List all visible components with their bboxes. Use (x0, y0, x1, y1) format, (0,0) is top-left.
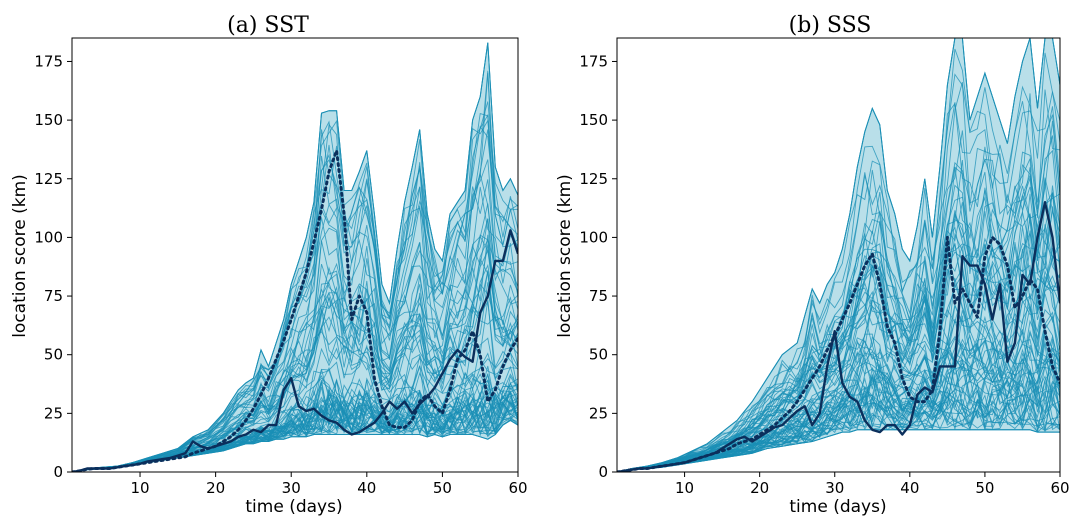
x-tick-label: 30 (282, 479, 301, 497)
envelope-upper-line (617, 38, 1060, 472)
y-tick-label: 150 (579, 111, 608, 129)
envelope-lower-line (617, 429, 1060, 472)
y-tick-label: 100 (34, 228, 63, 246)
x-tick-label: 10 (675, 479, 694, 497)
ensemble-member-line (617, 52, 1060, 472)
envelope-upper-line (72, 42, 518, 472)
ensemble-member-line (617, 278, 1060, 472)
y-tick-label: 75 (589, 287, 608, 305)
y-axis-label: location score (km) (10, 174, 30, 338)
highlight-dotted-line (72, 149, 518, 472)
x-axis-label: time (days) (245, 497, 342, 517)
y-tick-label: 125 (579, 170, 608, 188)
highlight-dotted-line (617, 235, 1060, 472)
ensemble-member-line (72, 235, 518, 472)
y-tick-label: 25 (589, 404, 608, 422)
x-tick-label: 60 (508, 479, 527, 497)
ensemble-member-line (72, 129, 518, 472)
ensemble-member-line (617, 303, 1060, 472)
x-axis-label: time (days) (789, 497, 886, 517)
panel-title: (a) SST (227, 13, 309, 38)
y-tick-label: 125 (34, 170, 63, 188)
x-tick-label: 60 (1050, 479, 1069, 497)
y-axis-label: location score (km) (555, 174, 575, 338)
ensemble-member-line (617, 166, 1060, 472)
x-tick-label: 40 (900, 479, 919, 497)
x-tick-label: 10 (130, 479, 149, 497)
axes-frame (616, 37, 1061, 473)
highlight-solid-line (72, 229, 518, 472)
y-tick-label: 0 (53, 463, 63, 481)
x-tick-label: 20 (750, 479, 769, 497)
y-tick-label: 75 (44, 287, 63, 305)
y-tick-label: 175 (34, 52, 63, 70)
x-tick-label: 50 (433, 479, 452, 497)
y-tick-label: 25 (44, 404, 63, 422)
x-tick-label: 40 (357, 479, 376, 497)
y-tick-label: 50 (589, 346, 608, 364)
axes-frame (71, 37, 519, 473)
y-tick-label: 150 (34, 111, 63, 129)
y-tick-label: 0 (598, 463, 608, 481)
y-tick-label: 175 (579, 52, 608, 70)
panel-sst: (a) SST time (days) location score (km) … (10, 13, 528, 517)
y-tick-label: 50 (44, 346, 63, 364)
x-tick-label: 50 (975, 479, 994, 497)
ensemble-member-line (617, 390, 1060, 472)
ensemble-member-line (617, 114, 1060, 472)
y-tick-label: 100 (579, 228, 608, 246)
ensemble-member-line (617, 219, 1060, 472)
panel-sss: (b) SSS time (days) location score (km) … (555, 13, 1070, 517)
ensemble-member-line (72, 155, 518, 472)
ensemble-member-line (617, 102, 1060, 472)
plot-area (72, 42, 518, 472)
plot-area (617, 38, 1060, 472)
panel-title: (b) SSS (789, 13, 872, 38)
x-tick-label: 30 (825, 479, 844, 497)
x-tick-label: 20 (206, 479, 225, 497)
